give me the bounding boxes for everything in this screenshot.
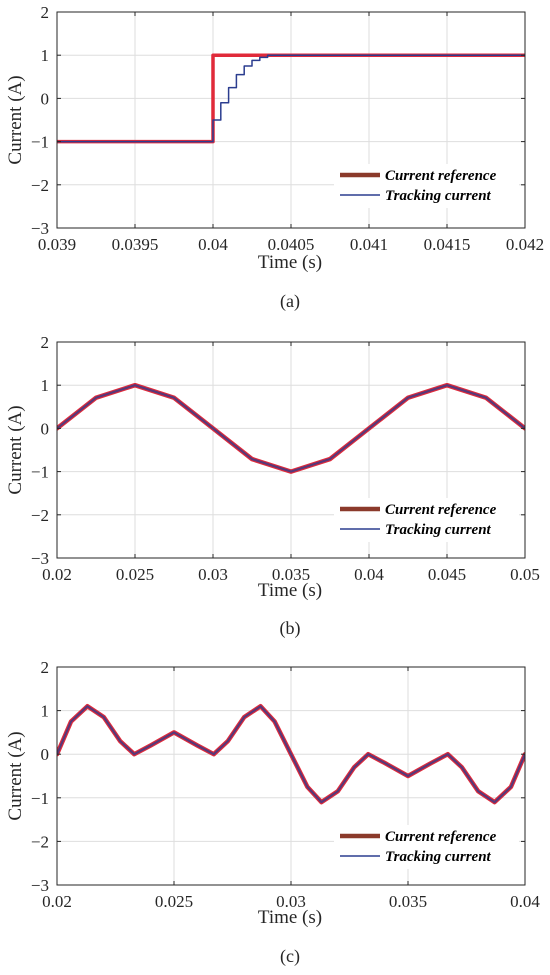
x-tick-label: 0.05	[510, 565, 540, 584]
legend-box	[334, 498, 519, 542]
y-tick-label: 0	[41, 419, 50, 438]
x-tick-label: 0.0395	[112, 235, 159, 254]
legend-label-current-reference: Current reference	[385, 829, 497, 845]
x-tick-label: 0.04	[198, 235, 228, 254]
y-tick-label: 0	[41, 745, 50, 764]
chart-panel-b: 0.02 0.025 0.03 0.035 0.04 0.045 0.05 −3 −2 −1 0 1 2…	[5, 333, 540, 639]
y-tick-label: −1	[31, 463, 49, 482]
y-tick-label: 2	[41, 3, 50, 22]
y-tick-label: 2	[41, 333, 50, 352]
x-axis-label: Time (s)	[258, 580, 322, 601]
panel-label: (b)	[280, 618, 301, 639]
y-tick-label: −1	[31, 789, 49, 808]
legend-label-tracking-current: Tracking current	[385, 188, 492, 204]
y-tick-label: −3	[31, 219, 49, 238]
y-axis-label: Current (A)	[5, 405, 26, 494]
y-tick-label: 0	[41, 89, 50, 108]
x-tick-label: 0.0405	[268, 235, 315, 254]
y-tick-label: −2	[31, 832, 49, 851]
legend-box	[334, 164, 519, 208]
y-tick-label: −3	[31, 876, 49, 895]
chart-panel-c: 0.02 0.025 0.03 0.035 0.04 −3 −2 −1 0 1 2 Time (s) C…	[5, 658, 540, 967]
x-tick-label: 0.04	[354, 565, 384, 584]
x-tick-label: 0.025	[155, 892, 193, 911]
x-tick-label: 0.03	[198, 565, 228, 584]
x-tick-label: 0.025	[116, 565, 154, 584]
x-tick-label: 0.035	[272, 565, 310, 584]
y-tick-label: 2	[41, 658, 50, 677]
x-tick-label: 0.0415	[424, 235, 471, 254]
x-tick-label: 0.03	[276, 892, 306, 911]
legend: Current reference Tracking current	[334, 825, 519, 869]
legend: Current reference Tracking current	[334, 164, 519, 208]
x-tick-label: 0.042	[506, 235, 544, 254]
x-tick-label: 0.02	[42, 892, 72, 911]
y-axis-label: Current (A)	[5, 75, 26, 164]
legend-label-tracking-current: Tracking current	[385, 522, 492, 538]
series-line-tracking-current	[57, 705, 525, 804]
legend-label-tracking-current: Tracking current	[385, 849, 492, 865]
y-tick-label: −2	[31, 176, 49, 195]
chart-panel-a: 0.039 0.0395 0.04 0.0405 0.041 0.0415 0.042 −3 −…	[5, 3, 544, 312]
legend-box	[334, 825, 519, 869]
panel-label: (a)	[280, 291, 300, 312]
y-tick-label: −3	[31, 549, 49, 568]
x-tick-label: 0.041	[350, 235, 388, 254]
y-tick-label: 1	[41, 702, 50, 721]
x-axis-label: Time (s)	[258, 252, 322, 273]
x-tick-label: 0.039	[38, 235, 76, 254]
y-axis-label: Current (A)	[5, 731, 26, 820]
x-tick-label: 0.02	[42, 565, 72, 584]
y-tick-label: 1	[41, 46, 50, 65]
x-tick-label: 0.035	[389, 892, 427, 911]
y-tick-label: −1	[31, 133, 49, 152]
x-tick-label: 0.045	[428, 565, 466, 584]
y-tick-label: −2	[31, 506, 49, 525]
y-tick-label: 1	[41, 376, 50, 395]
x-axis-label: Time (s)	[258, 907, 322, 928]
panel-label: (c)	[280, 946, 300, 967]
series-line-tracking-current	[57, 384, 525, 473]
x-tick-label: 0.04	[510, 892, 540, 911]
legend: Current reference Tracking current	[334, 498, 519, 542]
legend-label-current-reference: Current reference	[385, 502, 497, 518]
series-line-tracking-current	[57, 54, 525, 143]
legend-label-current-reference: Current reference	[385, 168, 497, 184]
